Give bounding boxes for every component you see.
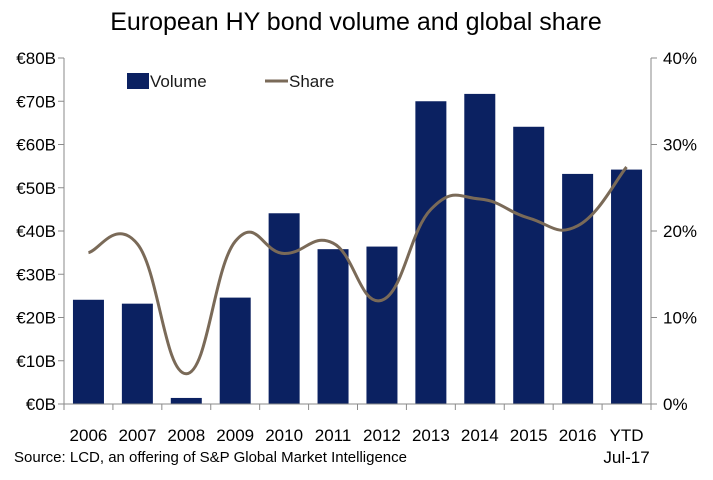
x-tick-label: 2006 bbox=[70, 426, 108, 445]
bar-2014 bbox=[464, 93, 496, 405]
legend-volume-label: Volume bbox=[150, 72, 207, 91]
bar-2008 bbox=[170, 397, 202, 404]
left-tick-label: €20B bbox=[16, 309, 56, 328]
bar-2007 bbox=[121, 303, 153, 404]
left-tick-label: €70B bbox=[16, 92, 56, 111]
x-tick-label: YTD bbox=[610, 426, 644, 445]
chart-title: European HY bond volume and global share bbox=[110, 8, 602, 36]
x-tick-label: 2013 bbox=[412, 426, 450, 445]
legend-share-label: Share bbox=[289, 72, 334, 91]
legend-volume-swatch bbox=[127, 73, 149, 89]
x-tick-label: 2011 bbox=[315, 426, 352, 445]
bar-2010 bbox=[268, 213, 300, 404]
ticks-group: €0B €10B €20B €30B €40B €50B €60B €70B €80B 0% 10%… bbox=[16, 49, 697, 467]
share-line-group bbox=[87, 166, 628, 376]
bars-group bbox=[72, 93, 643, 405]
x-tick-label: 2014 bbox=[461, 426, 499, 445]
left-tick-label: €60B bbox=[16, 136, 56, 155]
x-tick-label: 2010 bbox=[265, 426, 303, 445]
bar-2006 bbox=[72, 299, 104, 404]
bar-2015 bbox=[513, 126, 545, 404]
right-tick-label: 30% bbox=[663, 136, 697, 155]
left-tick-label: €80B bbox=[16, 49, 56, 68]
left-tick-label: €10B bbox=[16, 352, 56, 371]
left-tick-label: €30B bbox=[16, 265, 56, 284]
bar-2016 bbox=[562, 173, 594, 404]
x-tick-label: Jul-17 bbox=[603, 448, 649, 467]
bar-ytd-jul-17 bbox=[611, 169, 643, 404]
bar-2009 bbox=[219, 297, 251, 404]
left-tick-label: €0B bbox=[26, 395, 56, 414]
bar-2012 bbox=[366, 246, 398, 404]
x-tick-label: 2007 bbox=[118, 426, 156, 445]
left-tick-label: €50B bbox=[16, 179, 56, 198]
share-line bbox=[87, 166, 628, 376]
x-tick-label: 2016 bbox=[559, 426, 597, 445]
x-tick-label: 2008 bbox=[167, 426, 205, 445]
right-tick-label: 10% bbox=[663, 309, 697, 328]
bar-2011 bbox=[317, 249, 349, 404]
axes-group bbox=[58, 57, 657, 410]
right-tick-label: 40% bbox=[663, 49, 697, 68]
x-tick-label: 2012 bbox=[363, 426, 401, 445]
x-tick-label: 2009 bbox=[216, 426, 254, 445]
right-tick-label: 20% bbox=[663, 222, 697, 241]
x-tick-label: 2015 bbox=[510, 426, 548, 445]
legend: Volume Share bbox=[127, 72, 334, 91]
right-tick-label: 0% bbox=[663, 395, 688, 414]
bar-2013 bbox=[415, 101, 447, 404]
left-tick-label: €40B bbox=[16, 222, 56, 241]
source-note: Source: LCD, an offering of S&P Global M… bbox=[14, 449, 407, 466]
